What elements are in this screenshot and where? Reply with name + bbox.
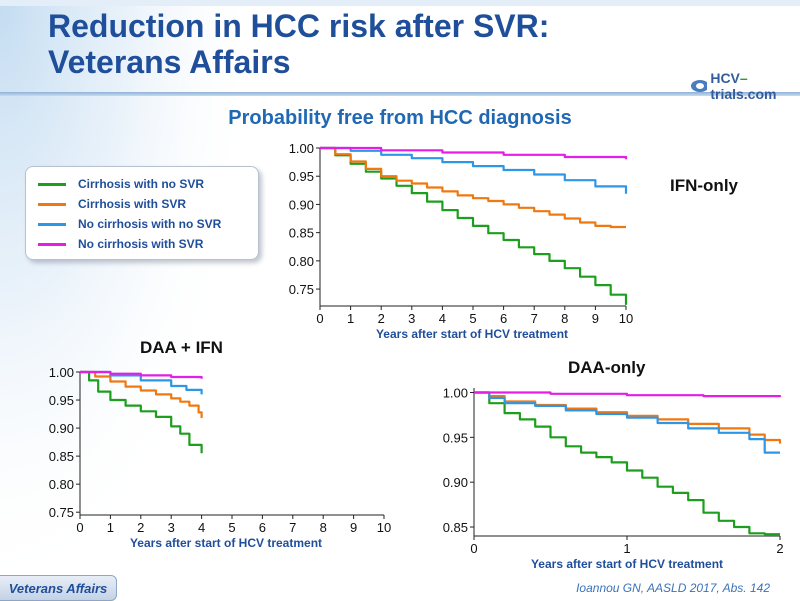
x-tick-label: 7 <box>531 311 538 326</box>
legend-item-cirrhosis-no-svr: Cirrhosis with no SVR <box>38 176 204 192</box>
x-tick-label: 7 <box>289 520 296 535</box>
legend-label: No cirrhosis with no SVR <box>78 217 222 231</box>
x-tick-label: 2 <box>137 520 144 535</box>
y-tick-label: 1.00 <box>289 141 314 156</box>
x-tick-label: 0 <box>470 541 477 556</box>
series-line-1 <box>474 391 780 536</box>
series-line-1 <box>320 146 628 305</box>
legend-swatch <box>38 242 66 246</box>
y-tick-label: 0.90 <box>443 475 468 490</box>
x-axis-label: Years after start of HCV treatment <box>376 327 568 341</box>
x-tick-label: 5 <box>469 311 476 326</box>
x-tick-label: 1 <box>623 541 630 556</box>
series-line-4 <box>80 370 203 379</box>
series-line-3 <box>474 391 780 454</box>
y-tick-label: 0.90 <box>49 421 74 436</box>
x-tick-label: 9 <box>592 311 599 326</box>
x-tick-label: 9 <box>350 520 357 535</box>
legend-label: Cirrhosis with no SVR <box>78 177 205 191</box>
legend-item-no-cirrhosis-no-svr: No cirrhosis with no SVR <box>38 216 221 232</box>
title-divider <box>0 92 800 96</box>
x-tick-label: 8 <box>320 520 327 535</box>
x-tick-label: 5 <box>228 520 235 535</box>
panel-label-ifn-only: IFN-only <box>670 176 738 195</box>
y-tick-label: 0.90 <box>289 197 314 212</box>
chart-legend: Cirrhosis with no SVR Cirrhosis with SVR… <box>25 166 259 260</box>
citation: Ioannou GN, AASLD 2017, Abs. 142 <box>576 581 770 595</box>
x-tick-label: 1 <box>107 520 114 535</box>
legend-label: Cirrhosis with SVR <box>78 197 187 211</box>
legend-swatch <box>38 202 66 206</box>
y-tick-label: 0.85 <box>443 520 468 535</box>
x-axis-label: Years after start of HCV treatment <box>531 557 723 571</box>
panel-label-daa-only: DAA-only <box>568 358 646 377</box>
y-tick-label: 0.75 <box>289 282 314 297</box>
series-line-4 <box>320 146 628 160</box>
x-tick-label: 4 <box>439 311 446 326</box>
panel-label-daa-ifn: DAA + IFN <box>140 338 223 357</box>
logo-icon <box>691 80 708 92</box>
x-axis-label: Years after start of HCV treatment <box>130 536 322 550</box>
series-line-4 <box>474 391 782 398</box>
y-tick-label: 0.95 <box>49 393 74 408</box>
x-tick-label: 2 <box>776 541 783 556</box>
y-tick-label: 0.75 <box>49 505 74 520</box>
series-line-2 <box>80 370 203 418</box>
chart-subtitle: Probability free from HCC diagnosis <box>228 107 572 129</box>
y-tick-label: 1.00 <box>49 365 74 380</box>
y-tick-label: 0.85 <box>49 449 74 464</box>
series-line-2 <box>320 146 626 229</box>
x-tick-label: 3 <box>168 520 175 535</box>
series-line-3 <box>320 146 628 194</box>
title-line-2: Veterans Affairs <box>48 44 291 80</box>
legend-item-cirrhosis-svr: Cirrhosis with SVR <box>38 196 186 212</box>
x-tick-label: 8 <box>561 311 568 326</box>
legend-swatch <box>38 222 66 226</box>
y-tick-label: 1.00 <box>443 385 468 400</box>
x-tick-label: 10 <box>377 520 391 535</box>
hcv-trials-logo: HCV–trials.com <box>690 70 800 102</box>
series-line-1 <box>80 370 203 454</box>
x-tick-label: 4 <box>198 520 205 535</box>
background-glow <box>0 0 260 600</box>
footer-badge: Veterans Affairs <box>0 575 117 601</box>
title-line-1: Reduction in HCC risk after SVR: <box>48 8 550 44</box>
x-tick-label: 0 <box>316 311 323 326</box>
x-tick-label: 6 <box>500 311 507 326</box>
x-tick-label: 2 <box>378 311 385 326</box>
legend-item-no-cirrhosis-svr: No cirrhosis with SVR <box>38 236 203 252</box>
logo-text: HCV–trials.com <box>710 70 777 102</box>
y-tick-label: 0.85 <box>289 226 314 241</box>
y-tick-label: 0.95 <box>443 430 468 445</box>
y-tick-label: 0.80 <box>289 254 314 269</box>
y-tick-label: 0.80 <box>49 477 74 492</box>
page-title: Reduction in HCC risk after SVR: Veteran… <box>48 8 549 80</box>
x-tick-label: 3 <box>408 311 415 326</box>
x-tick-label: 0 <box>76 520 83 535</box>
x-tick-label: 6 <box>259 520 266 535</box>
legend-label: No cirrhosis with SVR <box>78 237 204 251</box>
x-tick-label: 1 <box>347 311 354 326</box>
x-tick-label: 10 <box>619 311 633 326</box>
y-tick-label: 0.95 <box>289 169 314 184</box>
legend-swatch <box>38 182 66 186</box>
